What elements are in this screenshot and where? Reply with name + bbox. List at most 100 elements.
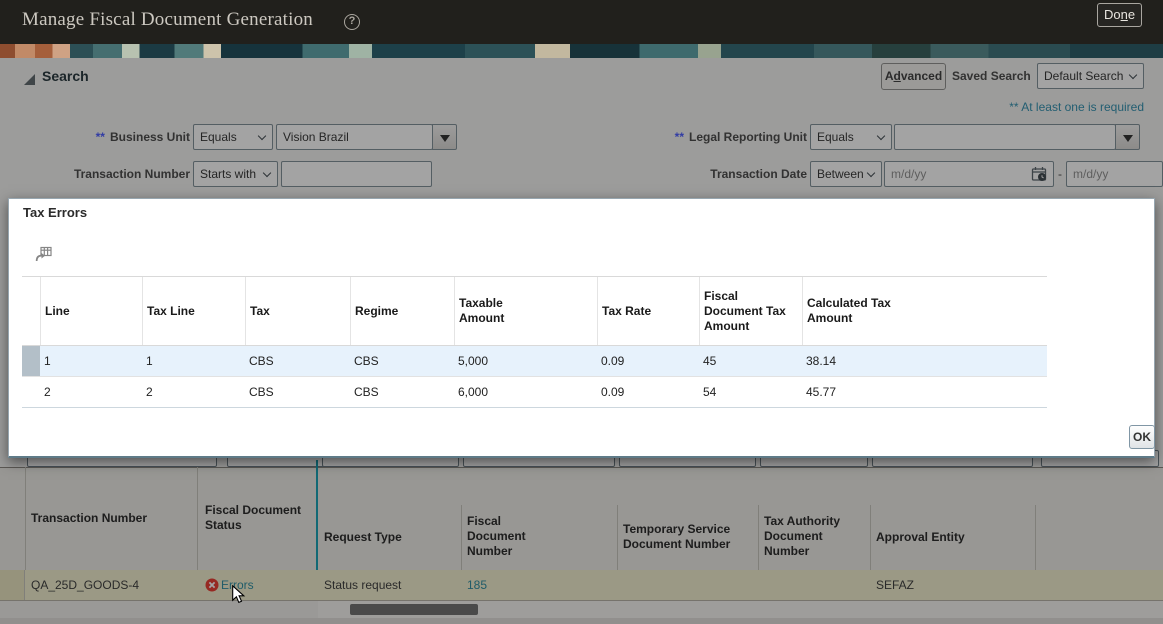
horizontal-scrollbar-thumb[interactable] <box>350 604 478 615</box>
legal-reporting-unit-operator-select[interactable]: Equals <box>810 124 892 150</box>
column-header-tax-authority-document-number[interactable]: Tax Authority Document Number <box>764 514 841 558</box>
tax-line-cell: 2 <box>146 385 153 399</box>
result-row[interactable]: QA_25D_GOODS-4 Errors Status request 185… <box>0 570 1163 601</box>
tax-rate-cell: 0.09 <box>601 354 625 368</box>
column-divider <box>461 505 462 601</box>
line-cell: 1 <box>44 354 51 368</box>
row-selector-cell[interactable] <box>22 377 40 407</box>
saved-search-select[interactable]: Default Search <box>1037 63 1144 89</box>
saved-search-label: Saved Search <box>952 69 1031 83</box>
column-header-tax[interactable]: Tax <box>245 277 350 345</box>
column-header-tax-line[interactable]: Tax Line <box>142 277 245 345</box>
transaction-date-operator-select[interactable]: Between <box>810 161 882 187</box>
business-unit-operator-select[interactable]: Equals <box>193 124 273 150</box>
row-selector-cell[interactable] <box>0 570 25 600</box>
approval-entity-cell: SEFAZ <box>876 578 915 592</box>
tax-rate-cell: 0.09 <box>601 385 625 399</box>
row-selector-cell[interactable] <box>22 346 40 376</box>
chevron-down-icon <box>866 168 876 178</box>
transaction-number-cell: QA_25D_GOODS-4 <box>31 578 140 592</box>
transaction-number-operator-select[interactable]: Starts with <box>193 161 278 187</box>
chevron-down-icon <box>257 131 267 141</box>
calendar-icon[interactable] <box>1031 166 1047 182</box>
tax-errors-table: Line Tax Line Tax Regime Taxable Amount … <box>22 276 1047 408</box>
header-selector-cell <box>22 277 40 345</box>
column-divider <box>197 467 198 601</box>
results-table-header: Fiscal Document <box>0 467 1163 570</box>
tax-cell: CBS <box>249 385 274 399</box>
detach-table-icon[interactable] <box>35 245 53 263</box>
transaction-date-label: Transaction Date <box>710 167 807 181</box>
column-divider <box>617 505 618 601</box>
tax-errors-dialog: Tax Errors Line Tax Line Tax Regime <box>8 198 1155 458</box>
column-divider <box>1035 505 1036 601</box>
done-button[interactable]: Done <box>1097 3 1142 27</box>
search-section-title: Search <box>42 68 89 84</box>
column-header-regime[interactable]: Regime <box>350 277 454 345</box>
page-content: Search Advanced Saved Search Default Sea… <box>0 58 1163 624</box>
advanced-button[interactable]: Advanced <box>881 63 946 90</box>
column-header-approval-entity[interactable]: Approval Entity <box>876 530 965 544</box>
fiscal-document-tax-amount-cell: 54 <box>703 385 717 399</box>
help-icon[interactable]: ? <box>344 14 360 30</box>
regime-cell: CBS <box>354 385 379 399</box>
tax-cell: CBS <box>249 354 274 368</box>
page-title: Manage Fiscal Document Generation <box>22 9 313 30</box>
chevron-down-icon <box>876 131 886 141</box>
fiscal-document-tax-amount-cell: 45 <box>703 354 717 368</box>
column-header-transaction-number[interactable]: Transaction Number <box>31 511 148 525</box>
required-note: ** At least one is required <box>1009 100 1144 114</box>
date-range-separator: - <box>1058 167 1062 181</box>
legal-reporting-unit-dropdown-button[interactable] <box>1115 124 1140 150</box>
transaction-date-to-input[interactable] <box>1066 161 1163 187</box>
transaction-number-label: Transaction Number <box>73 167 190 181</box>
horizontal-scrollbar-track[interactable] <box>318 601 1163 618</box>
chevron-down-icon <box>1128 70 1138 80</box>
business-unit-dropdown-button[interactable] <box>432 124 457 150</box>
titlebar: Manage Fiscal Document Generation ? Done <box>0 0 1163 44</box>
dialog-title: Tax Errors <box>23 205 88 220</box>
business-unit-input[interactable] <box>276 124 433 150</box>
tax-error-row[interactable]: 2 2 CBS CBS 6,000 0.09 54 45.77 <box>22 377 1047 408</box>
bottom-strip <box>0 618 1163 624</box>
column-divider <box>758 505 759 601</box>
taxable-amount-cell: 5,000 <box>458 354 489 368</box>
legal-reporting-unit-label: ** Legal Reporting Unit <box>674 130 807 144</box>
column-header-request-type[interactable]: Request Type <box>324 530 402 544</box>
tax-errors-table-header: Line Tax Line Tax Regime Taxable Amount … <box>22 276 1047 346</box>
line-cell: 2 <box>44 385 51 399</box>
column-header-fiscal-document-status[interactable]: Fiscal Document Status <box>205 503 302 532</box>
column-divider <box>25 467 26 601</box>
calculated-tax-amount-cell: 38.14 <box>806 354 837 368</box>
dropdown-triangle-icon <box>440 135 450 142</box>
collapse-triangle-icon[interactable] <box>24 74 35 85</box>
frozen-column-divider <box>316 460 318 603</box>
decorative-banner <box>0 44 1163 58</box>
column-header-tax-rate[interactable]: Tax Rate <box>597 277 699 345</box>
ok-button[interactable]: OK <box>1129 425 1155 449</box>
column-header-taxable-amount[interactable]: Taxable Amount <box>454 277 597 345</box>
column-header-temporary-service-document-number[interactable]: Temporary Service Document Number <box>623 522 731 551</box>
calculated-tax-amount-cell: 45.77 <box>806 385 837 399</box>
transaction-date-from-input[interactable] <box>884 161 1054 187</box>
regime-cell: CBS <box>354 354 379 368</box>
tax-error-row[interactable]: 1 1 CBS CBS 5,000 0.09 45 38.14 <box>22 346 1047 377</box>
column-header-fiscal-document-number[interactable]: Fiscal Document Number <box>467 514 526 558</box>
transaction-number-input[interactable] <box>281 161 432 187</box>
tax-line-cell: 1 <box>146 354 153 368</box>
fiscal-document-number-link[interactable]: 185 <box>467 578 488 592</box>
column-divider <box>870 505 871 601</box>
fiscal-document-status-link[interactable]: Errors <box>221 578 254 592</box>
dropdown-triangle-icon <box>1123 135 1133 142</box>
legal-reporting-unit-input[interactable] <box>894 124 1116 150</box>
column-header-line[interactable]: Line <box>40 277 142 345</box>
mouse-cursor <box>232 585 246 604</box>
business-unit-label: ** Business Unit <box>95 130 190 144</box>
column-header-fiscal-document-tax-amount[interactable]: Fiscal Document Tax Amount <box>699 277 802 345</box>
taxable-amount-cell: 6,000 <box>458 385 489 399</box>
chevron-down-icon <box>262 168 272 178</box>
column-header-calculated-tax-amount[interactable]: Calculated Tax Amount <box>802 277 1047 345</box>
request-type-cell: Status request <box>324 578 402 592</box>
error-icon <box>205 578 219 592</box>
